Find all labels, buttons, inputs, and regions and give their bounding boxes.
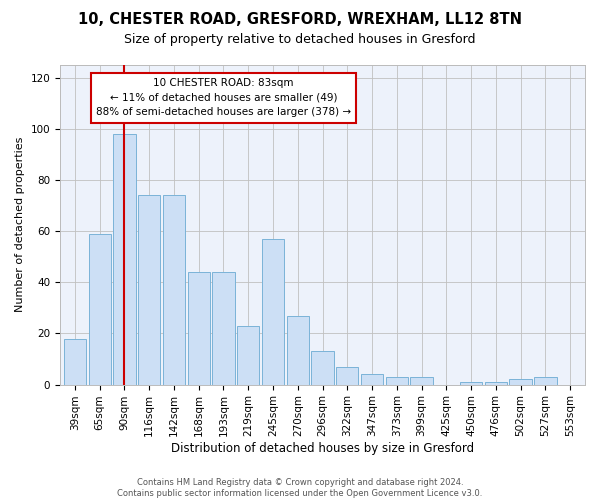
Bar [534,377,557,384]
Bar [113,134,136,384]
Bar [386,377,408,384]
Text: 10, CHESTER ROAD, GRESFORD, WREXHAM, LL12 8TN: 10, CHESTER ROAD, GRESFORD, WREXHAM, LL1… [78,12,522,28]
Bar [410,377,433,384]
Bar [138,196,160,384]
Bar [163,196,185,384]
Text: 10 CHESTER ROAD: 83sqm
← 11% of detached houses are smaller (49)
88% of semi-det: 10 CHESTER ROAD: 83sqm ← 11% of detached… [96,78,351,118]
Bar [287,316,309,384]
Bar [336,366,358,384]
Y-axis label: Number of detached properties: Number of detached properties [15,137,25,312]
Bar [237,326,259,384]
Bar [311,352,334,384]
Bar [361,374,383,384]
Text: Contains HM Land Registry data © Crown copyright and database right 2024.
Contai: Contains HM Land Registry data © Crown c… [118,478,482,498]
Bar [460,382,482,384]
Bar [64,338,86,384]
Bar [509,380,532,384]
Bar [262,239,284,384]
Bar [485,382,507,384]
Bar [89,234,111,384]
X-axis label: Distribution of detached houses by size in Gresford: Distribution of detached houses by size … [171,442,474,455]
Bar [212,272,235,384]
Bar [188,272,210,384]
Text: Size of property relative to detached houses in Gresford: Size of property relative to detached ho… [124,32,476,46]
